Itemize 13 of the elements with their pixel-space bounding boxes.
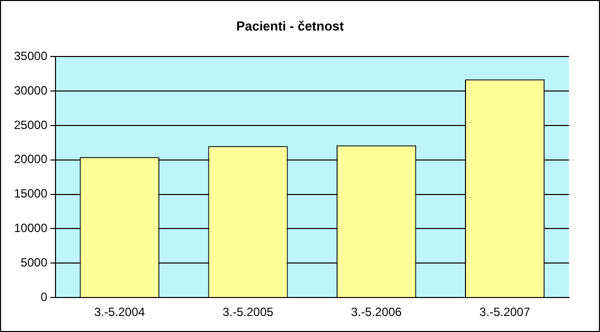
y-tick-label: 30000 xyxy=(14,83,48,98)
x-tick-label: 3.-5.2004 xyxy=(94,305,146,320)
x-tick-label: 3.-5.2005 xyxy=(222,305,274,320)
y-tick-label: 35000 xyxy=(14,48,48,63)
y-tick-label: 10000 xyxy=(14,221,48,236)
y-tick-label: 25000 xyxy=(14,118,48,132)
y-tick-label: 15000 xyxy=(14,186,48,201)
y-tick-label: 5000 xyxy=(20,255,48,270)
x-tick-label: 3.-5.2006 xyxy=(351,305,402,320)
x-tick-label: 3.-5.2007 xyxy=(479,305,530,320)
y-tick-label: 0 xyxy=(40,290,48,304)
chart-title: Pacienti - četnost xyxy=(236,18,344,34)
y-tick-label: 20000 xyxy=(14,152,48,166)
